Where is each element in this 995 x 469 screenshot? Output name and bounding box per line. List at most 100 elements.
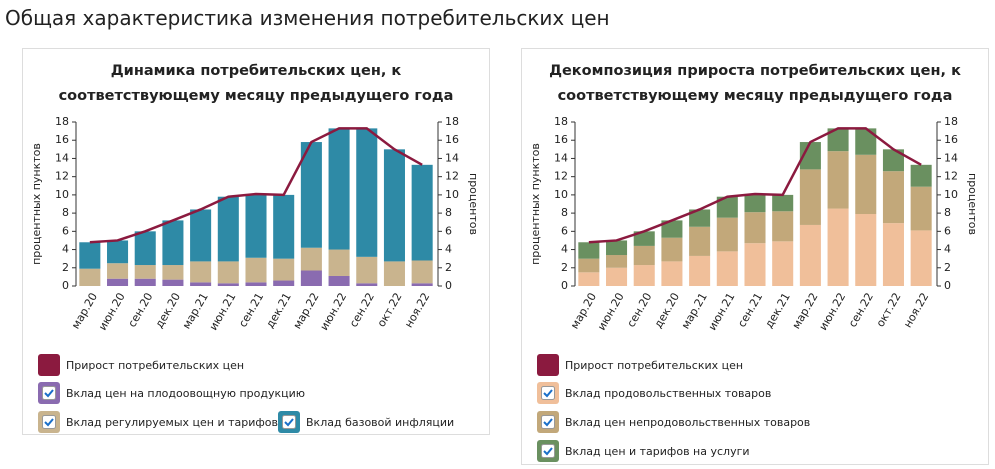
x-tick-label: июн.21	[207, 291, 239, 333]
bar-segment	[882, 149, 904, 172]
y2-axis-title: процентов	[467, 173, 480, 235]
legend-label: Вклад цен и тарифов на услуги	[565, 444, 750, 458]
y2-tick-label: 14	[445, 151, 459, 164]
chart-title: Динамика потребительских цен, к соответс…	[58, 63, 454, 104]
bar-segment	[744, 243, 766, 286]
legend-item[interactable]: Вклад регулируемых цен и тарифов	[38, 411, 278, 433]
legend-checkbox[interactable]	[541, 386, 555, 400]
bar-segment	[328, 249, 350, 276]
y-tick-label: 18	[554, 115, 568, 128]
bar-segment	[134, 265, 156, 279]
bar-segment	[162, 220, 184, 266]
y2-tick-label: 4	[944, 243, 951, 256]
legend-checkbox[interactable]	[42, 386, 56, 400]
x-tick-label: июн.20	[96, 291, 128, 333]
bar-segment	[190, 261, 212, 283]
bar-segment	[716, 217, 738, 252]
legend-checkbox[interactable]	[541, 444, 555, 458]
bar-segment	[328, 275, 350, 286]
x-tick-label: окт.22	[375, 291, 405, 330]
y-tick-label: 8	[62, 206, 69, 219]
bar-segment	[300, 142, 322, 248]
legend-item[interactable]: Вклад цен и тарифов на услуги	[537, 440, 750, 462]
legend-item[interactable]: Вклад продовольственных товаров	[537, 382, 771, 404]
bar-segment	[578, 272, 600, 286]
y-tick-label: 10	[55, 188, 69, 201]
x-tick-label: июн.21	[706, 291, 738, 333]
bar-segment	[855, 154, 877, 215]
y-tick-label: 14	[554, 151, 568, 164]
y-tick-label: 6	[561, 224, 568, 237]
bar-segment	[217, 283, 239, 286]
y-tick-label: 0	[62, 279, 69, 292]
y2-axis-title: процентов	[966, 173, 979, 235]
bar-segment	[855, 214, 877, 286]
bar-segment	[772, 241, 794, 286]
x-tick-label: сен.22	[347, 291, 377, 330]
bar-segment	[910, 186, 932, 231]
y-tick-label: 4	[62, 243, 69, 256]
y-axis-title: процентных пунктов	[529, 143, 542, 265]
bar-segment	[744, 193, 766, 213]
legend-item[interactable]: Вклад цен на плодоовощную продукцию	[38, 382, 305, 404]
bar-segment	[134, 231, 156, 266]
x-tick-label: сен.20	[125, 291, 155, 330]
line-series	[588, 127, 922, 244]
bar-segment	[190, 209, 212, 262]
checkbox-check	[543, 447, 553, 456]
line-series	[89, 127, 423, 244]
y2-tick-label: 10	[944, 188, 958, 201]
bar-segment	[689, 255, 711, 286]
checkbox-box	[282, 415, 296, 429]
x-tick-label: ноя.22	[901, 291, 931, 330]
legend-swatch	[278, 411, 300, 433]
bar-segment	[273, 194, 295, 259]
legend-label: Вклад цен на плодоовощную продукцию	[66, 386, 306, 400]
legend-label: Вклад цен непродовольственных товаров	[565, 415, 811, 429]
y-tick-label: 10	[554, 188, 568, 201]
bar-segment	[245, 282, 267, 286]
legend-item[interactable]: Вклад цен непродовольственных товаров	[537, 411, 810, 433]
y-tick-label: 2	[561, 261, 568, 274]
y-tick-label: 0	[561, 279, 568, 292]
x-tick-label: дек.21	[762, 291, 793, 331]
x-tick-label: июн.20	[595, 291, 627, 333]
x-tick-label: сен.20	[624, 291, 654, 330]
bar-segment	[855, 128, 877, 155]
y2-tick-label: 4	[445, 243, 452, 256]
bar-segment	[356, 256, 378, 284]
x-tick-label: дек.20	[652, 291, 683, 331]
bar-segment	[882, 223, 904, 286]
bar-segment	[772, 211, 794, 242]
y2-tick-label: 10	[445, 188, 459, 201]
x-tick-label: дек.20	[153, 291, 184, 331]
legend-swatch	[38, 354, 60, 376]
x-tick-label: сен.21	[735, 291, 765, 330]
y-tick-label: 2	[62, 261, 69, 274]
bar-segment	[744, 212, 766, 244]
legend-checkbox[interactable]	[42, 415, 56, 429]
legend-item[interactable]: Вклад базовой инфляции	[278, 411, 454, 433]
bar-segment	[661, 237, 683, 262]
bar-segment	[162, 279, 184, 286]
y2-tick-label: 2	[944, 261, 951, 274]
checkbox-check	[543, 418, 553, 427]
bar-segment	[411, 283, 433, 286]
bar-segment	[689, 226, 711, 256]
bar-segment	[606, 255, 628, 268]
checkbox-box	[42, 386, 56, 400]
checkbox-check	[543, 389, 553, 398]
legend-checkbox[interactable]	[541, 415, 555, 429]
x-tick-label: июн.22	[317, 291, 349, 333]
y2-tick-label: 18	[445, 115, 459, 128]
legend-label: Вклад базовой инфляции	[306, 415, 455, 429]
checkbox-box	[541, 444, 555, 458]
bar-segment	[383, 149, 405, 262]
x-tick-label: сен.22	[846, 291, 876, 330]
bar-segment	[411, 260, 433, 284]
bar-segment	[245, 193, 267, 258]
bar-segment	[716, 251, 738, 286]
bar-segment	[633, 231, 655, 246]
bar-segment	[300, 270, 322, 286]
legend-checkbox[interactable]	[282, 415, 296, 429]
